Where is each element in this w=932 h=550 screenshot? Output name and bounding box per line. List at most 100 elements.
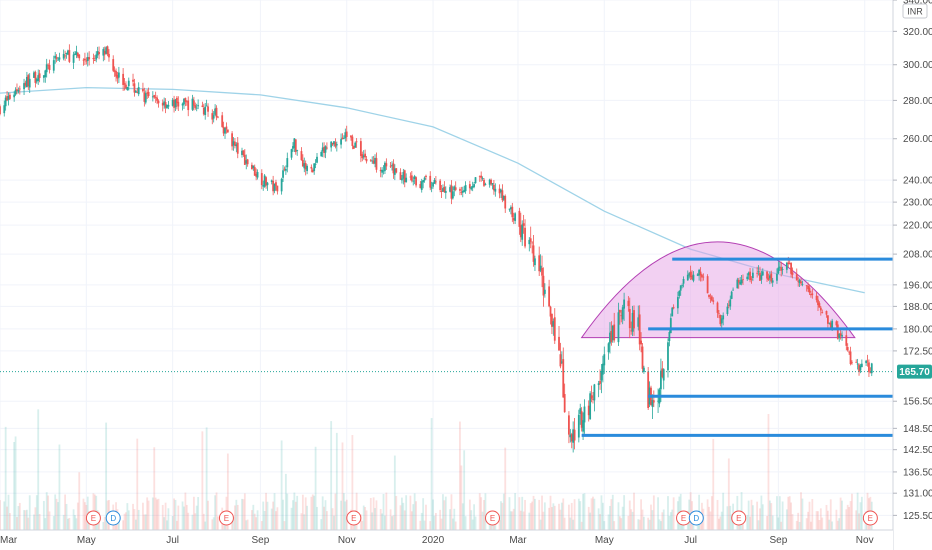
candle[interactable]	[161, 99, 164, 112]
candle[interactable]	[798, 278, 801, 288]
candle[interactable]	[321, 142, 324, 158]
candle[interactable]	[480, 171, 483, 182]
candle[interactable]	[689, 265, 692, 281]
candle[interactable]	[815, 292, 818, 303]
candle[interactable]	[529, 226, 532, 249]
candle[interactable]	[756, 266, 759, 278]
candle[interactable]	[0, 104, 1, 116]
candle[interactable]	[450, 180, 453, 205]
candle[interactable]	[661, 361, 664, 379]
candle[interactable]	[590, 385, 593, 403]
candle[interactable]	[260, 169, 263, 190]
candle[interactable]	[67, 49, 69, 56]
candle[interactable]	[759, 266, 761, 282]
candle[interactable]	[55, 54, 58, 63]
candle[interactable]	[116, 71, 119, 84]
candle[interactable]	[54, 51, 57, 64]
candle[interactable]	[440, 184, 443, 199]
candle[interactable]	[294, 139, 297, 155]
candle[interactable]	[276, 185, 279, 195]
candle[interactable]	[82, 58, 85, 66]
candle[interactable]	[676, 291, 679, 314]
candle[interactable]	[384, 161, 386, 174]
candle[interactable]	[672, 304, 675, 310]
candle[interactable]	[490, 178, 492, 187]
candle[interactable]	[126, 86, 129, 91]
candle[interactable]	[212, 111, 215, 123]
candle[interactable]	[174, 98, 177, 112]
candle[interactable]	[682, 276, 685, 288]
candle[interactable]	[691, 270, 693, 281]
candle[interactable]	[699, 267, 702, 282]
candle[interactable]	[716, 301, 719, 318]
candle[interactable]	[95, 51, 98, 63]
candle[interactable]	[392, 159, 395, 179]
price-axis[interactable]: 340.00 320.00 300.00 280.00 260.00 240.00 230.…	[892, 0, 932, 550]
candle[interactable]	[280, 177, 283, 195]
candlestick-series[interactable]	[0, 44, 873, 453]
candle[interactable]	[736, 277, 739, 289]
candle[interactable]	[870, 362, 873, 377]
candle[interactable]	[205, 99, 208, 107]
candle[interactable]	[589, 391, 592, 420]
candle[interactable]	[500, 188, 502, 199]
candle[interactable]	[451, 186, 454, 200]
candle[interactable]	[829, 320, 832, 329]
candle[interactable]	[270, 179, 273, 185]
candle[interactable]	[217, 116, 219, 119]
candle[interactable]	[572, 421, 575, 453]
candle[interactable]	[391, 161, 393, 171]
candle[interactable]	[633, 305, 635, 336]
candle[interactable]	[85, 57, 88, 65]
candle[interactable]	[65, 52, 68, 59]
candle[interactable]	[868, 359, 870, 378]
candle[interactable]	[808, 284, 811, 296]
candle[interactable]	[195, 103, 198, 112]
candle[interactable]	[463, 185, 466, 193]
dividend-marker[interactable]: D	[688, 510, 704, 526]
candle[interactable]	[587, 400, 590, 422]
candle[interactable]	[68, 44, 71, 64]
candle[interactable]	[730, 290, 733, 300]
dividend-marker[interactable]: D	[105, 510, 121, 526]
candle[interactable]	[488, 178, 491, 188]
candle[interactable]	[481, 176, 484, 181]
candle[interactable]	[102, 47, 105, 62]
candle[interactable]	[459, 187, 461, 196]
candle[interactable]	[402, 168, 405, 185]
candle[interactable]	[740, 275, 743, 286]
candle[interactable]	[768, 271, 771, 285]
candle[interactable]	[122, 68, 125, 91]
candle[interactable]	[335, 141, 338, 152]
candle[interactable]	[266, 181, 269, 191]
candle[interactable]	[6, 91, 8, 102]
candle[interactable]	[105, 46, 108, 55]
candle[interactable]	[320, 150, 323, 157]
candle[interactable]	[292, 142, 294, 152]
candle[interactable]	[133, 78, 136, 97]
candle[interactable]	[817, 295, 819, 312]
candle[interactable]	[13, 91, 16, 102]
candle[interactable]	[846, 343, 849, 352]
candle[interactable]	[706, 274, 709, 294]
candle[interactable]	[858, 363, 860, 376]
candle[interactable]	[524, 219, 526, 249]
candle[interactable]	[761, 268, 764, 276]
candle[interactable]	[449, 184, 451, 193]
candle[interactable]	[443, 181, 446, 193]
candle[interactable]	[98, 46, 100, 60]
candle[interactable]	[134, 90, 137, 93]
candle[interactable]	[470, 186, 473, 191]
candle[interactable]	[27, 73, 30, 91]
candle[interactable]	[461, 186, 464, 198]
candle[interactable]	[88, 51, 91, 66]
candle[interactable]	[413, 174, 416, 185]
candle[interactable]	[498, 184, 501, 199]
candle[interactable]	[423, 176, 426, 183]
candle[interactable]	[231, 131, 233, 151]
candle[interactable]	[681, 283, 684, 289]
candle[interactable]	[403, 169, 406, 188]
candle[interactable]	[173, 95, 175, 113]
candle[interactable]	[33, 70, 35, 78]
